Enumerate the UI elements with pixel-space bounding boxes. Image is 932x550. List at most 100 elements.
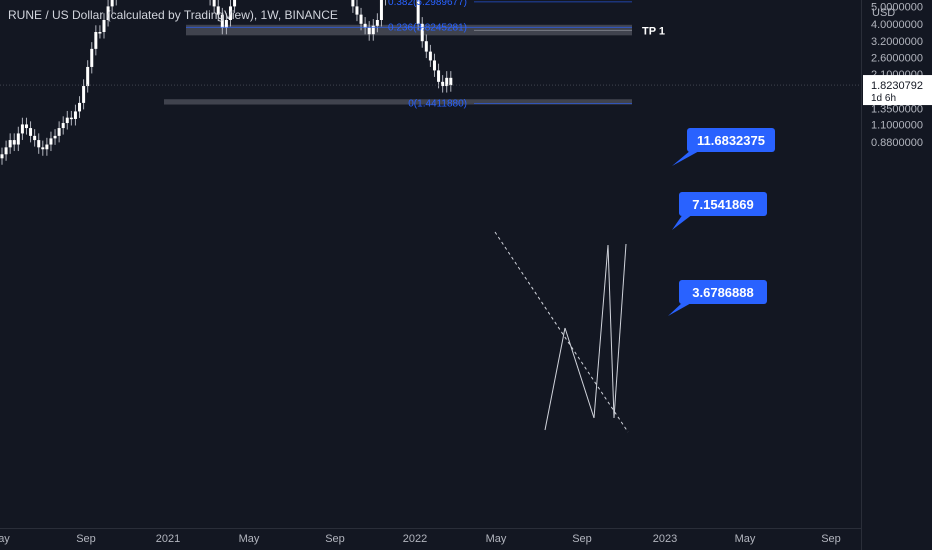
projection-arrow	[613, 243, 627, 419]
fib-label: 0(1.4411880)	[408, 98, 467, 109]
price-zone	[186, 24, 632, 36]
candle-body	[437, 70, 441, 82]
time-tick-label: Sep	[572, 533, 592, 545]
candle-body	[220, 14, 224, 28]
candle-body	[73, 111, 77, 119]
candle-body	[45, 144, 49, 150]
candle-body	[12, 140, 16, 145]
time-tick-label: May	[239, 533, 260, 545]
price-tick-label: 4.0000000	[871, 19, 923, 31]
candle-body	[0, 154, 4, 159]
candle-body	[363, 23, 367, 28]
tp-label: TP 1	[642, 25, 665, 37]
projection-arrow	[544, 327, 566, 431]
candle-body	[4, 147, 8, 155]
candle-body	[420, 23, 424, 42]
time-tick-label: May	[486, 533, 507, 545]
candle-body	[445, 77, 449, 87]
current-price-label: 1.8230792	[871, 80, 923, 92]
callout-pointer	[672, 214, 693, 230]
candle-body	[432, 60, 436, 71]
candle-body	[33, 135, 37, 141]
candle-body	[449, 77, 453, 86]
projection-arrows	[0, 84, 861, 433]
callout-pointer	[668, 302, 693, 316]
candle-body	[24, 124, 28, 129]
projection-arrow	[564, 327, 595, 419]
candle-body	[94, 32, 98, 49]
candle-body	[367, 27, 371, 35]
fibonacci-levels: 1(11.5400877)0.764(9.1567474)0.618(7.682…	[186, 0, 632, 109]
price-axis-divider	[861, 0, 862, 550]
candle-body	[416, 0, 420, 24]
price-tick-label: 3.2000000	[871, 36, 923, 48]
candle-body	[57, 128, 61, 136]
time-tick-label: Sep	[325, 533, 345, 545]
candle-body	[351, 0, 355, 7]
price-tick-label: 1.3500000	[871, 103, 923, 115]
candle-body	[106, 6, 110, 20]
price-axis-unit: USD	[872, 7, 895, 19]
candle-body	[355, 6, 359, 15]
candle-body	[212, 0, 216, 7]
candle-body	[37, 140, 41, 148]
candle-body	[375, 19, 379, 26]
time-tick-label: May	[735, 533, 756, 545]
fib-label: 0.382(5.2989677)	[388, 0, 467, 8]
callout-value: 7.1541869	[692, 197, 753, 212]
candle-body	[8, 140, 12, 148]
projection-arrow	[593, 244, 609, 419]
candle-body	[98, 32, 102, 34]
time-tick-label: 2023	[653, 533, 677, 545]
callout-box	[687, 128, 775, 152]
candle-body	[61, 123, 65, 129]
candle-body	[428, 51, 432, 61]
price-axis[interactable]: USD32.000000026.000000020.000000016.0000…	[863, 0, 932, 149]
price-zone	[164, 99, 632, 105]
candle-body	[224, 19, 228, 28]
candle-body	[53, 135, 57, 139]
time-tick-label: 2021	[156, 533, 180, 545]
candle-body	[233, 0, 237, 7]
candle-body	[424, 41, 428, 52]
candle-body	[110, 0, 114, 7]
candle-body	[102, 19, 106, 33]
callout-pointer	[672, 150, 701, 166]
candle-body	[29, 128, 33, 136]
price-tick-label: 2.6000000	[871, 52, 923, 64]
candle-body	[78, 102, 82, 112]
candle-body	[90, 48, 94, 67]
candle-body	[216, 6, 220, 15]
candle-body	[359, 14, 363, 24]
current-price-badge	[863, 75, 932, 106]
price-tick-label: 5.0000000	[871, 1, 923, 13]
callout-value: 11.6832375	[697, 133, 765, 148]
candle-body	[82, 86, 86, 103]
candle-body	[69, 117, 73, 120]
callout-value: 3.6786888	[692, 285, 753, 300]
time-tick-label: ay	[0, 533, 10, 545]
candle-body	[16, 133, 20, 145]
candle-body	[441, 81, 445, 87]
time-axis[interactable]: ay Sep 2021 May Sep 2022 May Sep 2023 May Sep	[0, 533, 841, 545]
candle-body	[371, 25, 375, 35]
countdown-label: 1d 6h	[871, 93, 896, 104]
chart-title: RUNE / US Dollar (calculated by TradingV…	[8, 8, 338, 22]
candle-body	[49, 138, 53, 145]
price-zones	[164, 24, 632, 105]
candle-body	[86, 66, 90, 87]
candlestick-series	[0, 0, 453, 165]
time-axis-divider	[0, 528, 861, 529]
time-tick-label: 2022	[403, 533, 427, 545]
candle-body	[379, 0, 383, 20]
price-tick-label: 0.8800000	[871, 137, 923, 149]
callout-box	[679, 280, 767, 304]
price-tick-label: 1.1000000	[871, 119, 923, 131]
time-tick-label: Sep	[76, 533, 96, 545]
dashed-trend-line	[494, 231, 629, 433]
fib-label: 0.236(3.8245281)	[388, 22, 467, 33]
time-tick-label: Sep	[821, 533, 841, 545]
